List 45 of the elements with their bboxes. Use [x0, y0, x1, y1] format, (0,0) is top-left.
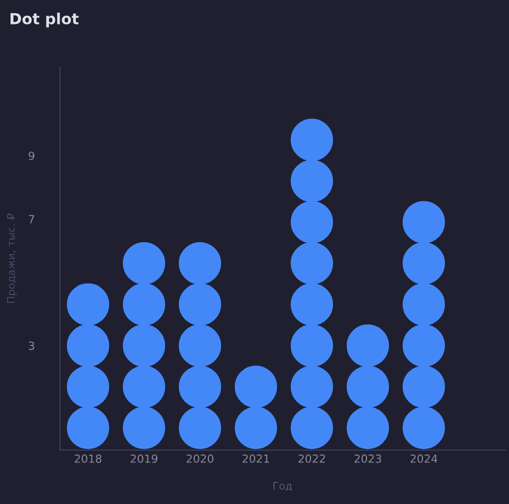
point: [122, 366, 166, 408]
point: [122, 406, 166, 450]
point: [346, 406, 390, 450]
point: [290, 160, 334, 202]
point: [66, 324, 110, 367]
point: [290, 118, 334, 162]
x-tick-label: 2020: [186, 454, 214, 463]
point: [290, 200, 334, 244]
x-tick-label: 2018: [74, 454, 102, 463]
chart-title: Dot plot: [10, 12, 79, 28]
point: [234, 366, 278, 408]
point: [290, 324, 334, 367]
x-tick-label: 2024: [410, 454, 438, 463]
point: [66, 366, 110, 408]
x-tick-label: 2023: [354, 454, 382, 463]
point: [178, 324, 222, 367]
point: [290, 242, 334, 284]
point: [178, 242, 222, 284]
x-tick-label: 2019: [130, 454, 158, 463]
point: [178, 283, 222, 326]
point: [122, 324, 166, 367]
y-tick-label: 3: [28, 342, 34, 350]
point: [290, 283, 334, 326]
point: [402, 283, 445, 326]
point: [402, 366, 445, 408]
point: [178, 406, 222, 450]
x-tick-label: 2022: [298, 454, 325, 463]
point: [66, 406, 110, 450]
point: [402, 324, 445, 367]
y-tick-label: 7: [28, 215, 34, 224]
point: [402, 200, 445, 244]
y-tick-label: 9: [28, 152, 34, 160]
point: [290, 366, 334, 408]
x-tick-label: 2021: [242, 454, 270, 463]
point: [346, 366, 390, 408]
point: [122, 283, 166, 326]
point: [122, 242, 166, 284]
point: [290, 406, 334, 450]
point: [402, 242, 445, 284]
x-axis-title: Год: [274, 482, 292, 492]
point: [66, 283, 110, 326]
point: [178, 366, 222, 408]
point: [346, 324, 390, 367]
point: [402, 406, 445, 450]
point: [234, 406, 278, 450]
